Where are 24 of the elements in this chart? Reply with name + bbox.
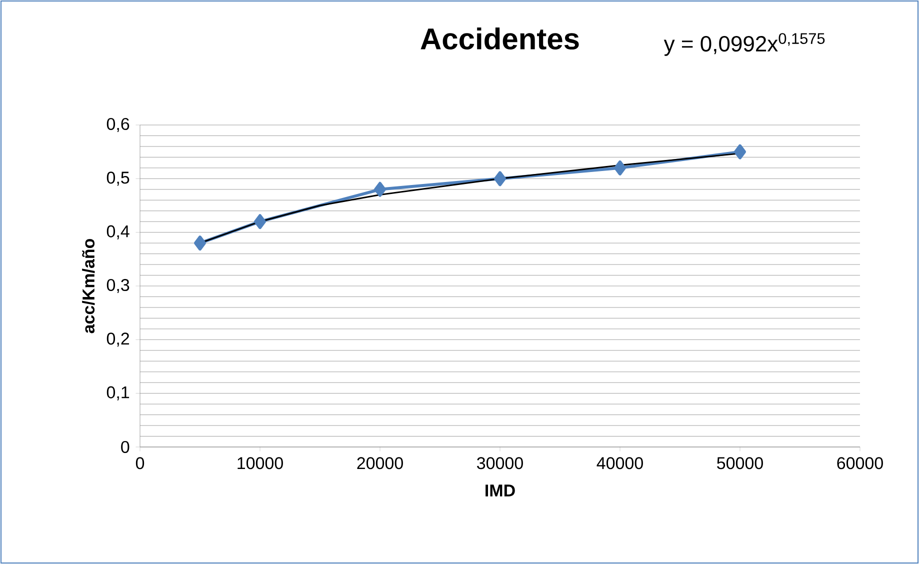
point	[254, 214, 266, 230]
y-tick-label: 0,5	[106, 172, 130, 186]
y-tick-label: 0,4	[106, 225, 130, 240]
text: y = 0,0992x$^{0,1575}$	[664, 33, 825, 56]
chart-title: Accidentes	[420, 27, 579, 50]
y-tick-label: 0,6	[106, 118, 130, 132]
point	[734, 144, 746, 160]
y-tick-label: 0,1	[106, 386, 130, 400]
x-tick-label: 60000	[837, 457, 883, 470]
y-tick-label: 0	[121, 440, 130, 454]
y-axis-title: acc/Km/año	[82, 238, 95, 334]
point	[494, 171, 506, 186]
point	[614, 160, 626, 176]
y-tick-label: 0,3	[106, 278, 130, 294]
x-tick-label: 0	[136, 457, 144, 470]
x-tick-label: 20000	[357, 457, 403, 470]
x-tick-label: 30000	[477, 457, 523, 470]
x-tick-label: 40000	[596, 457, 643, 470]
x-axis-title: IMD	[486, 484, 515, 496]
point	[194, 236, 206, 251]
x-tick-label: 50000	[717, 457, 763, 470]
x-tick-label: 10000	[238, 457, 283, 470]
y-tick-label: 0,2	[106, 332, 130, 347]
point	[374, 182, 386, 197]
